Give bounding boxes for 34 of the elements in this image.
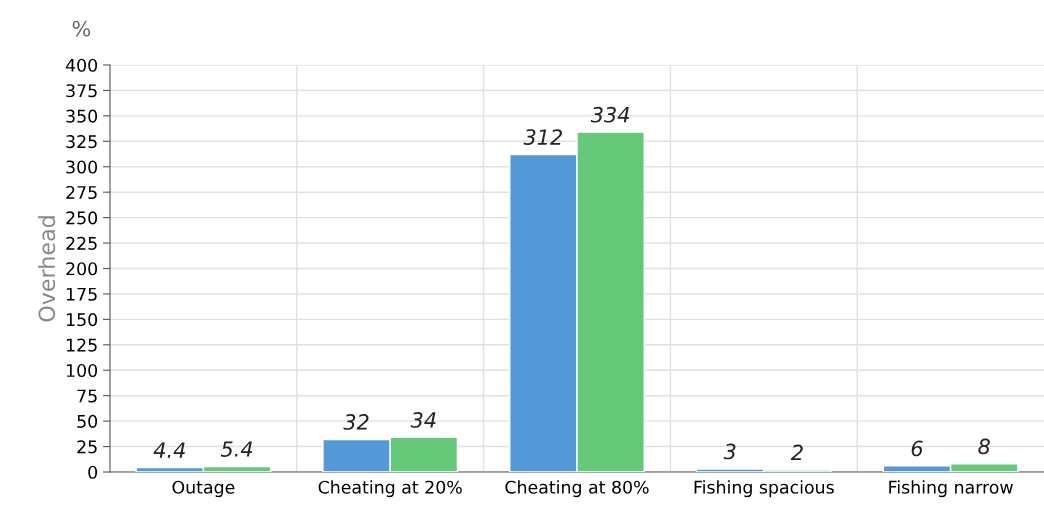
data-label: 6 bbox=[911, 440, 923, 457]
y-axis-title: Overhead bbox=[37, 216, 56, 322]
y-tick-label: 50 bbox=[77, 414, 98, 428]
y-tick-label: 350 bbox=[66, 109, 98, 123]
y-tick-label: 150 bbox=[66, 313, 98, 327]
y-tick-label: 250 bbox=[66, 211, 98, 225]
y-tick-label: 75 bbox=[77, 389, 97, 403]
y-tick-label: 225 bbox=[66, 236, 97, 250]
data-label: 8 bbox=[978, 438, 990, 455]
y-tick-label: 175 bbox=[66, 287, 97, 301]
x-tick-label: Outage bbox=[172, 480, 235, 498]
data-label: 334 bbox=[590, 106, 630, 123]
y-tick-label: 275 bbox=[66, 185, 97, 200]
y-tick-label: 300 bbox=[66, 160, 98, 174]
y-tick-label: 200 bbox=[66, 262, 98, 276]
y-tick-label: 25 bbox=[77, 440, 97, 454]
data-label: 3 bbox=[723, 443, 736, 460]
x-tick-label: Fishing spacious bbox=[694, 480, 834, 498]
data-label: 312 bbox=[523, 129, 562, 145]
x-tick-label: Cheating at 80% bbox=[505, 480, 649, 498]
y-tick-label: 100 bbox=[66, 363, 98, 378]
y-tick-label: 375 bbox=[66, 84, 97, 98]
y-tick-label: 325 bbox=[66, 135, 97, 149]
data-label: 2 bbox=[790, 444, 803, 461]
y-tick-label: 400 bbox=[65, 58, 98, 72]
data-label: 34 bbox=[410, 412, 436, 428]
data-label: 4.4 bbox=[153, 442, 185, 458]
y-tick-label: 0 bbox=[88, 465, 98, 479]
y-tick-label: 125 bbox=[66, 338, 97, 352]
text: % bbox=[72, 20, 91, 37]
data-label: 5.4 bbox=[220, 441, 253, 457]
x-tick-label: Fishing narrow bbox=[889, 480, 1013, 498]
x-tick-label: Cheating at 20% bbox=[318, 480, 462, 498]
data-label: 32 bbox=[343, 414, 369, 430]
